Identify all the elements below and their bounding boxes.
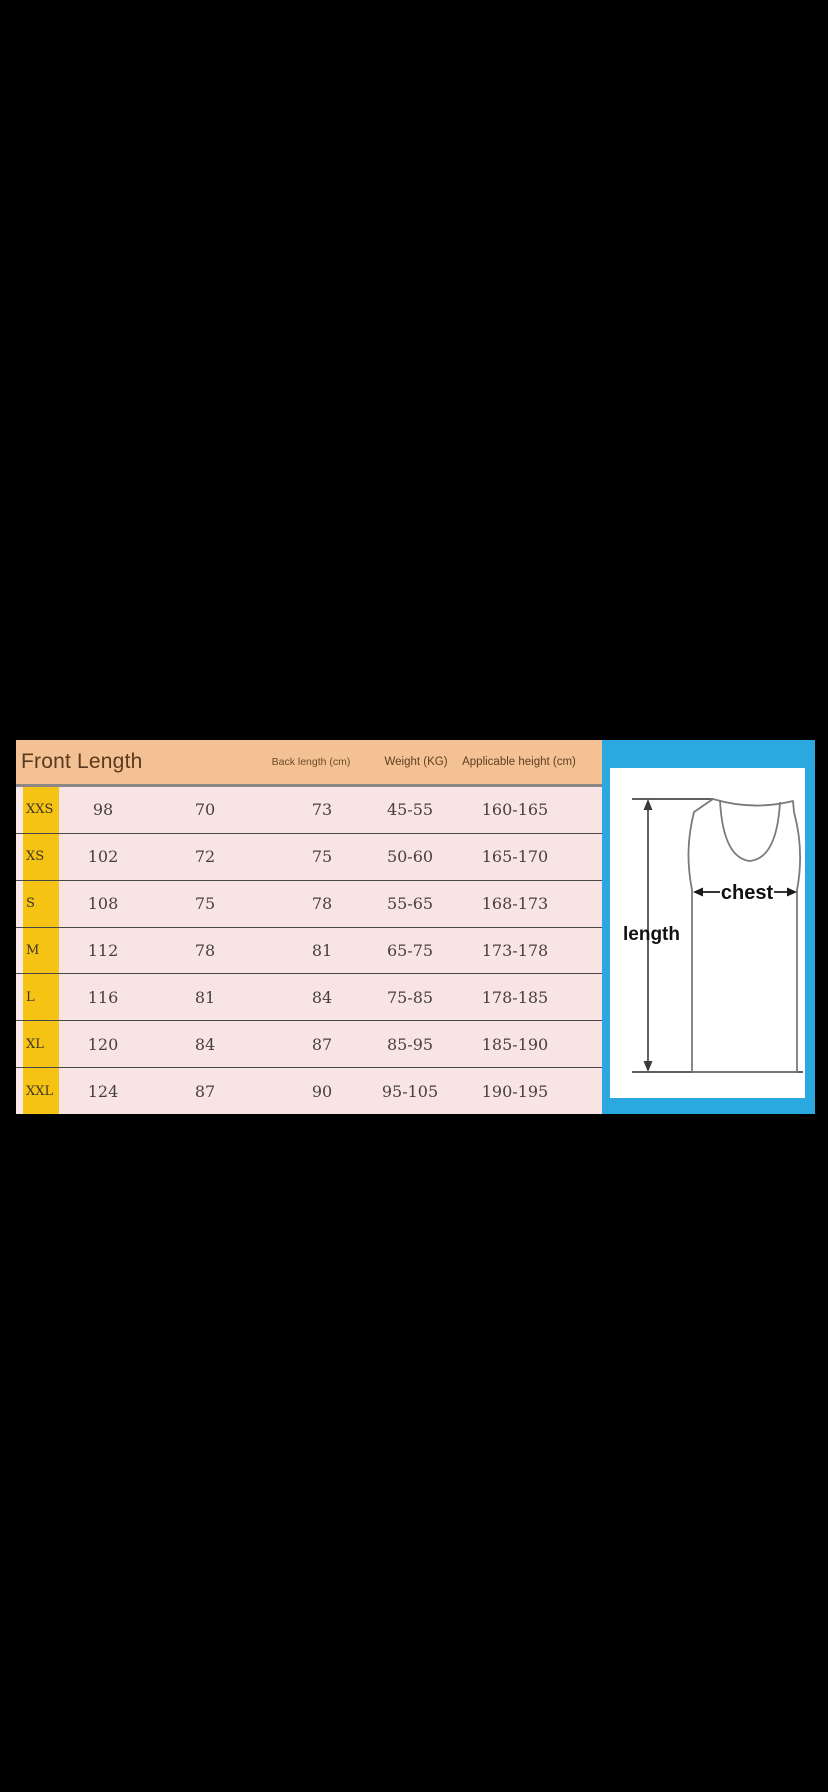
row-values: 124 87 90 95-105 190-195: [59, 1068, 602, 1115]
row-edge-strip: [16, 1021, 23, 1068]
chart-title: Front Length: [21, 750, 143, 773]
table-row-s: S 108 75 78 55-65 168-173: [16, 879, 602, 927]
row-edge-strip: [16, 880, 23, 927]
cell-back-length: 81: [311, 941, 333, 960]
cell-front-length: 78: [194, 941, 216, 960]
cell-chest: 112: [87, 941, 119, 960]
table-row-xxl: XXL 124 87 90 95-105 190-195: [16, 1067, 602, 1115]
cell-height: 178-185: [481, 987, 549, 1007]
chest-label: chest: [721, 882, 774, 904]
cell-weight: 95-105: [381, 1081, 439, 1101]
cell-front-length: 72: [194, 847, 216, 867]
size-chart: Front Length Back length (cm) Weight (KG…: [16, 740, 602, 1115]
table-row-xs: XS 102 72 75 50-60 165-170: [16, 832, 602, 880]
size-chart-header: Front Length Back length (cm) Weight (KG…: [16, 740, 602, 784]
cell-weight: 50-60: [386, 847, 434, 867]
table-row-xl: XL 120 84 87 85-95 185-190: [16, 1020, 602, 1068]
length-arrow: [643, 799, 653, 1072]
size-label: XXL: [23, 1068, 59, 1115]
column-header-back-length: Back length (cm): [271, 756, 351, 768]
row-values: 108 75 78 55-65 168-173: [59, 880, 602, 927]
cell-front-length: 84: [194, 1034, 216, 1054]
cell-height: 165-170: [481, 847, 549, 867]
size-label: XL: [23, 1021, 59, 1068]
cell-back-length: 84: [311, 987, 333, 1007]
cell-weight: 75-85: [386, 987, 434, 1007]
row-values: 102 72 75 50-60 165-170: [59, 833, 602, 880]
vest-diagram: length chest: [623, 798, 803, 1073]
size-label: S: [23, 880, 59, 927]
row-edge-strip: [16, 1068, 23, 1115]
row-values: 116 81 84 75-85 178-185: [59, 974, 602, 1021]
cell-weight: 45-55: [386, 800, 434, 820]
size-label: XXS: [23, 787, 59, 833]
cell-weight: 65-75: [386, 941, 434, 960]
row-values: 120 84 87 85-95 185-190: [59, 1021, 602, 1068]
chest-arrow: [693, 887, 797, 897]
row-edge-strip: [16, 787, 23, 833]
cell-chest: 108: [87, 894, 119, 914]
measurement-diagram-panel: length chest: [602, 740, 815, 1114]
cell-chest: 124: [87, 1081, 119, 1101]
cell-height: 168-173: [481, 894, 549, 914]
cell-front-length: 81: [194, 987, 216, 1007]
vest-outline: [687, 798, 802, 1073]
cell-chest: 116: [87, 987, 119, 1007]
cell-weight: 55-65: [386, 894, 434, 914]
row-values: 98 70 73 45-55 160-165: [59, 787, 602, 833]
size-label: M: [23, 927, 59, 974]
size-label: XS: [23, 833, 59, 880]
cell-front-length: 70: [194, 800, 216, 820]
table-row-xxs: XXS 98 70 73 45-55 160-165: [16, 787, 602, 833]
cell-chest: 120: [87, 1034, 119, 1054]
table-row-l: L 116 81 84 75-85 178-185: [16, 973, 602, 1021]
cell-height: 190-195: [481, 1081, 549, 1101]
cell-height: 160-165: [481, 800, 549, 820]
cell-height: 173-178: [481, 941, 549, 960]
cell-back-length: 78: [311, 894, 333, 914]
cell-front-length: 87: [194, 1081, 216, 1101]
length-label: length: [623, 924, 680, 945]
row-edge-strip: [16, 927, 23, 974]
cell-weight: 85-95: [386, 1034, 434, 1054]
diagram-canvas: length chest: [610, 768, 805, 1098]
cell-chest: 98: [92, 800, 114, 820]
cell-back-length: 75: [311, 847, 333, 867]
cell-back-length: 90: [311, 1081, 333, 1101]
cell-back-length: 73: [311, 800, 333, 820]
cell-height: 185-190: [481, 1034, 549, 1054]
column-header-applicable-height: Applicable height (cm): [462, 756, 576, 768]
cell-chest: 102: [87, 847, 119, 867]
row-values: 112 78 81 65-75 173-178: [59, 927, 602, 974]
row-edge-strip: [16, 974, 23, 1021]
cell-front-length: 75: [194, 894, 216, 914]
table-row-m: M 112 78 81 65-75 173-178: [16, 926, 602, 974]
cell-back-length: 87: [311, 1034, 333, 1054]
row-edge-strip: [16, 833, 23, 880]
column-header-weight: Weight (KG): [384, 756, 448, 768]
size-label: L: [23, 974, 59, 1021]
size-chart-body: XXS 98 70 73 45-55 160-165 XS 102 72 75 …: [16, 784, 602, 1115]
